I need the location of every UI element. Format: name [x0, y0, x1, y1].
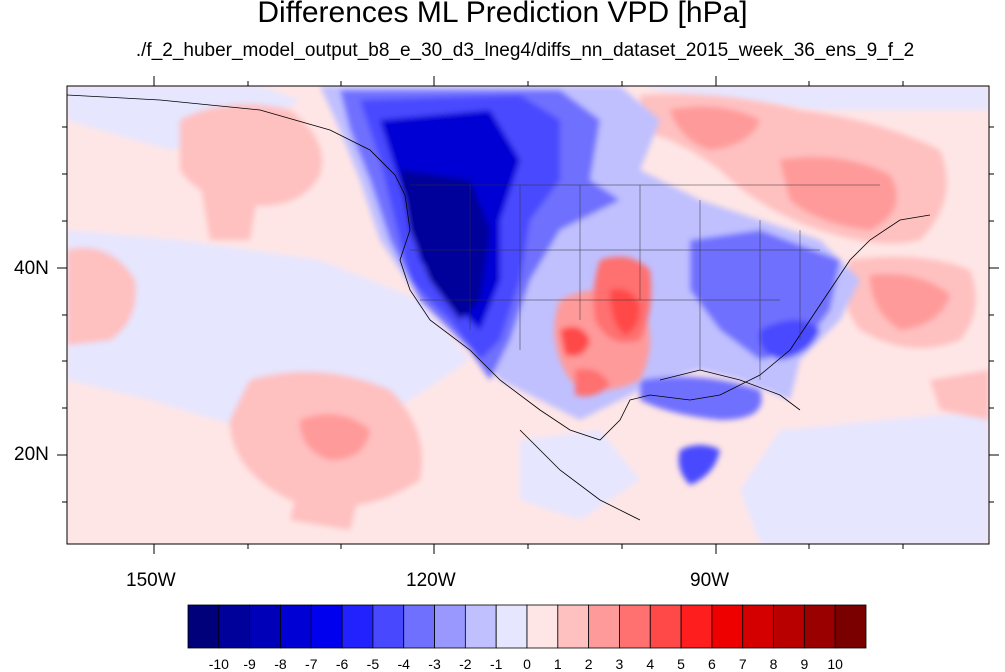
colorbar-label: -10	[208, 656, 229, 672]
colorbar-label: 0	[523, 656, 531, 672]
lat-label-40n: 40N	[14, 258, 49, 279]
colorbar-label: 10	[827, 656, 843, 672]
lat-label-20n: 20N	[14, 444, 49, 465]
colorbar-label: -9	[243, 656, 256, 672]
colorbar-swatch	[742, 604, 774, 649]
ocean-blue-zones	[67, 86, 989, 544]
colorbar-label: -4	[397, 656, 410, 672]
colorbar-swatch	[711, 604, 744, 649]
axis-ticks	[57, 76, 999, 554]
colorbar-swatch	[464, 604, 497, 649]
map-title: Differences ML Prediction VPD [hPa]	[257, 0, 748, 29]
colorbar-label: 7	[738, 656, 747, 672]
colorbar-swatch	[280, 604, 312, 649]
colorbar-swatch	[526, 604, 559, 649]
colorbar-label: -3	[428, 656, 441, 672]
colorbar-label: -5	[366, 656, 380, 672]
colorbar-label: 2	[584, 656, 593, 672]
map-subtitle: ./f_2_huber_model_output_b8_e_30_d3_lneg…	[135, 40, 915, 61]
lon-label-90w: 90W	[690, 570, 730, 591]
lon-label-150w: 150W	[126, 570, 176, 591]
colorbar-label: 6	[708, 656, 716, 672]
colorbar-swatch	[588, 604, 620, 649]
colorbar-swatch	[249, 604, 281, 649]
plains-red-region	[554, 256, 652, 397]
colorbar-swatch	[372, 604, 405, 649]
colorbar-label: -2	[459, 656, 472, 672]
colorbar-label: 5	[677, 656, 685, 672]
colorbar-swatch	[187, 604, 220, 649]
colorbar-swatch	[434, 604, 466, 649]
colorbar-swatch	[649, 604, 682, 649]
colorbar-swatch	[341, 604, 374, 649]
colorbar-label: -6	[335, 656, 349, 672]
colorbar-swatch	[495, 604, 528, 649]
contour-field	[67, 86, 989, 544]
colorbar-label: 8	[769, 656, 778, 672]
colorbar-swatch	[803, 604, 836, 649]
lon-label-120w: 120W	[406, 570, 456, 591]
colorbar-swatch	[403, 604, 435, 649]
colorbar-swatch	[773, 604, 805, 649]
coastlines	[66, 94, 931, 521]
colorbar-swatch	[619, 604, 651, 649]
colorbar-swatch	[680, 604, 713, 649]
state-borders	[410, 184, 880, 380]
colorbar-label: 4	[646, 656, 655, 672]
colorbar-label: 1	[553, 656, 562, 672]
colorbar-label: -7	[305, 656, 318, 672]
colorbar-swatch	[310, 604, 343, 649]
colorbar-swatch	[218, 604, 251, 649]
colorbar-swatch	[557, 604, 590, 649]
colorbar-label: 3	[615, 656, 624, 672]
colorbar-swatch	[834, 604, 867, 649]
colorbar	[187, 604, 867, 649]
colorbar-label: -8	[274, 656, 287, 672]
colorbar-label: 9	[800, 656, 809, 672]
colorbar-label: -1	[489, 656, 503, 672]
